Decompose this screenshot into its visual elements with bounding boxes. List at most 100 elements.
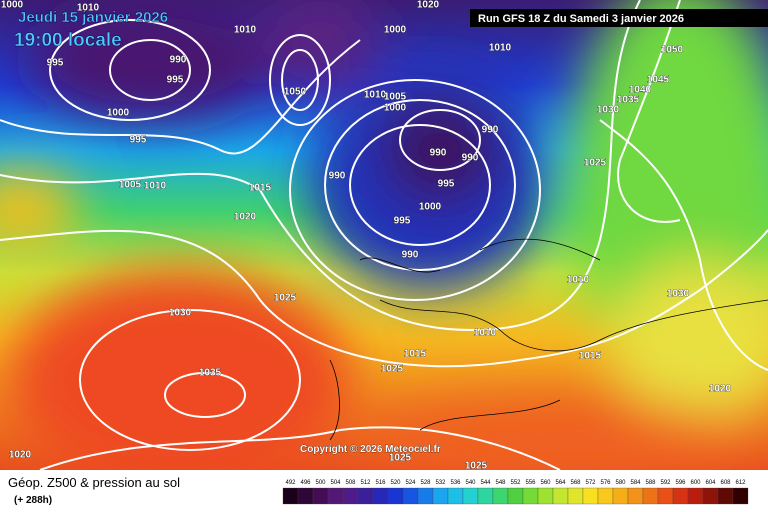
scale-label: 528 <box>420 480 431 486</box>
isobar-label: 995 <box>130 135 147 146</box>
coastlines <box>329 238 768 441</box>
isobar-label: 1020 <box>709 384 732 395</box>
scale-cell <box>687 487 704 505</box>
scale-cell <box>432 487 449 505</box>
isobar-label: 1010 <box>364 90 387 101</box>
isobar-label: 990 <box>462 153 479 164</box>
isobar-label: 1020 <box>9 450 32 461</box>
isobar-label: 1010 <box>144 181 167 192</box>
scale-cell <box>402 487 419 505</box>
isobar-label: 995 <box>438 179 455 190</box>
scale-cell <box>537 487 554 505</box>
scale-cell <box>552 487 569 505</box>
color-scale: 492 496 500 504 508 512 516 520 524 528 532 536 540 5… <box>282 480 749 505</box>
lead-time: (+ 288h) <box>14 495 52 506</box>
isobar-label: 1045 <box>647 75 670 86</box>
local-time: 19:00 locale <box>14 30 122 51</box>
isobar-label: 1025 <box>389 453 412 464</box>
scale-cell <box>612 487 629 505</box>
scale-label: 564 <box>555 480 566 486</box>
isobar-label: 1005 <box>119 180 142 191</box>
scale-cell <box>492 487 509 505</box>
scale-label: 512 <box>360 480 371 486</box>
scale-label: 540 <box>465 480 476 486</box>
isobar-label: 995 <box>47 58 64 69</box>
scale-cell <box>567 487 584 505</box>
isobar-label: 1025 <box>465 461 488 472</box>
isobar-label: 1015 <box>579 351 602 362</box>
isobars <box>0 0 768 470</box>
scale-cell <box>717 487 734 505</box>
scale-cell <box>297 487 314 505</box>
scale-cell <box>522 487 539 505</box>
scale-label: 544 <box>480 480 491 486</box>
scale-cell <box>732 487 749 505</box>
scale-cell <box>447 487 464 505</box>
scale-label: 496 <box>300 480 311 486</box>
scale-label: 520 <box>390 480 401 486</box>
isobar-label: 1030 <box>667 289 690 300</box>
scale-cell <box>342 487 359 505</box>
scale-cell <box>312 487 329 505</box>
scale-cell <box>357 487 374 505</box>
scale-cell <box>507 487 524 505</box>
isobar-label: 1040 <box>629 85 652 96</box>
scale-label: 560 <box>540 480 551 486</box>
scale-label: 600 <box>690 480 701 486</box>
isobar-label: 1015 <box>404 349 427 360</box>
isobar-label: 990 <box>430 148 447 159</box>
isobar-label: 1035 <box>199 368 222 379</box>
isobar-label: 1000 <box>107 108 130 119</box>
scale-cell <box>387 487 404 505</box>
footer-title: Géop. Z500 & pression au sol <box>8 475 180 490</box>
scale-cell <box>672 487 689 505</box>
isobar-label: 1025 <box>274 293 297 304</box>
scale-label: 580 <box>615 480 626 486</box>
isobar-label: 1035 <box>617 95 640 106</box>
scale-label: 552 <box>510 480 521 486</box>
scale-label: 584 <box>630 480 641 486</box>
scale-label: 608 <box>720 480 731 486</box>
isobar-label: 990 <box>329 171 346 182</box>
isobar-label: 1020 <box>417 0 440 11</box>
run-info: Run GFS 18 Z du Samedi 3 janvier 2026 <box>478 13 684 25</box>
scale-cell <box>702 487 719 505</box>
isobar-label: 1025 <box>584 158 607 169</box>
isobar-label: 1000 <box>384 103 407 114</box>
scale-label: 588 <box>645 480 656 486</box>
scale-label: 532 <box>435 480 446 486</box>
isobar-label: 1025 <box>381 364 404 375</box>
scale-cell <box>282 487 299 505</box>
scale-label: 604 <box>705 480 716 486</box>
isobar-label: 1030 <box>169 308 192 319</box>
scale-label: 576 <box>600 480 611 486</box>
isobar-label: 1050 <box>284 87 307 98</box>
isobar-label: 1010 <box>234 25 257 36</box>
scale-label: 536 <box>450 480 461 486</box>
scale-label: 568 <box>570 480 581 486</box>
scale-cell <box>597 487 614 505</box>
scale-label: 596 <box>675 480 686 486</box>
scale-cell <box>372 487 389 505</box>
isobar-label: 1000 <box>419 202 442 213</box>
isobar-label: 995 <box>167 75 184 86</box>
scale-label: 548 <box>495 480 506 486</box>
scale-cell <box>657 487 674 505</box>
scale-cell <box>417 487 434 505</box>
scale-label: 524 <box>405 480 416 486</box>
scale-label: 556 <box>525 480 536 486</box>
scale-label: 612 <box>735 480 746 486</box>
scale-cell <box>477 487 494 505</box>
isobar-label: 995 <box>394 216 411 227</box>
isobar-label: 990 <box>170 55 187 66</box>
scale-cell <box>462 487 479 505</box>
scale-cell <box>327 487 344 505</box>
isobar-label: 1010 <box>474 328 497 339</box>
isobar-label: 1010 <box>77 3 100 14</box>
isobar-label: 1015 <box>249 183 272 194</box>
scale-cell <box>627 487 644 505</box>
isobar-label: 1020 <box>234 212 257 223</box>
